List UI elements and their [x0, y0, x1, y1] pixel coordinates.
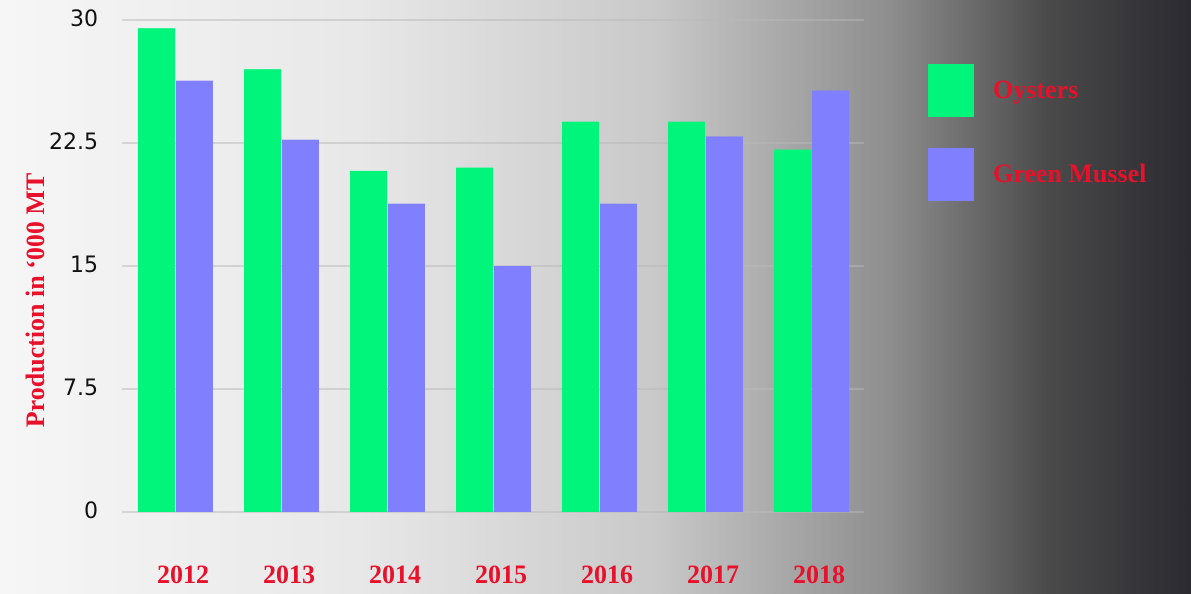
- bar: [706, 136, 743, 512]
- legend-label: Oysters: [993, 75, 1078, 104]
- bar: [244, 69, 281, 512]
- bar: [350, 171, 387, 512]
- page: Production in ‘000 MT 0 7.5 15 22.5 30 2012 20…: [0, 0, 1191, 594]
- bar: [812, 91, 849, 512]
- y-tick-label: 22.5: [49, 130, 98, 155]
- bar: [282, 140, 319, 512]
- x-tick-label: 2013: [263, 560, 315, 589]
- y-axis-title: Production in ‘000 MT: [21, 173, 50, 427]
- legend-label: Green Mussel: [993, 159, 1146, 188]
- legend-swatch: [928, 148, 974, 201]
- bar: [138, 28, 175, 512]
- y-tick-label: 15: [70, 253, 98, 278]
- x-tick-label: 2015: [475, 560, 527, 589]
- x-tick-label: 2016: [581, 560, 633, 589]
- bar: [176, 81, 213, 512]
- bar: [494, 266, 531, 512]
- x-tick-label: 2014: [369, 560, 421, 589]
- bar: [388, 204, 425, 512]
- x-tick-label: 2017: [687, 560, 739, 589]
- bar: [600, 204, 637, 512]
- x-tick-label: 2018: [793, 560, 845, 589]
- bar: [562, 122, 599, 512]
- y-tick-label: 0: [84, 499, 98, 524]
- chart: Production in ‘000 MT 0 7.5 15 22.5 30 2012 20…: [0, 0, 1191, 594]
- y-tick-label: 30: [70, 7, 98, 32]
- y-tick-label: 7.5: [63, 376, 98, 401]
- bar: [774, 150, 811, 512]
- bar: [456, 168, 493, 512]
- x-tick-label: 2012: [157, 560, 209, 589]
- bar: [668, 122, 705, 512]
- legend-swatch: [928, 64, 974, 117]
